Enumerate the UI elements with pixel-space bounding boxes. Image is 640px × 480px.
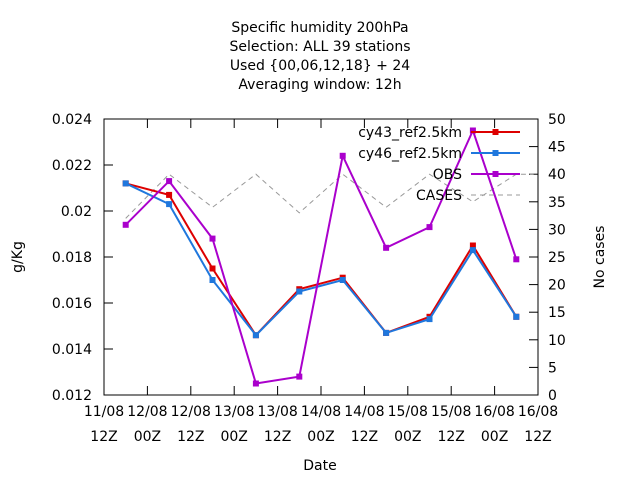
data-point <box>339 152 346 159</box>
legend-label: OBS <box>433 167 462 183</box>
chart-title-line: Used {00,06,12,18} + 24 <box>230 58 410 74</box>
y2-tick-label: 40 <box>548 167 566 183</box>
data-point <box>209 277 216 283</box>
y2-tick-label: 50 <box>548 112 566 128</box>
data-point <box>513 313 520 320</box>
plot-border <box>103 118 539 396</box>
series-CASES <box>125 173 534 219</box>
data-point <box>166 191 173 198</box>
chart-title-line: Selection: ALL 39 stations <box>229 39 410 55</box>
data-point <box>383 244 390 251</box>
y2-tick-label: 25 <box>548 250 566 266</box>
y2-tick-label: 10 <box>548 333 566 349</box>
data-point <box>469 242 476 249</box>
data-point <box>252 380 259 387</box>
y-tick-label: 0.02 <box>61 204 92 220</box>
legend-item: cy46_ref2.5km <box>358 146 520 162</box>
x-tick-label-hour: 00Z <box>481 429 508 445</box>
y2-axis: 0 5 10 15 20 25 30 35 40 45 50 <box>529 112 566 404</box>
x-tick-label-hour: 12Z <box>90 429 117 445</box>
data-point <box>513 256 520 263</box>
x-tick-label-date: 16/08 <box>518 404 558 420</box>
x-tick-label-date: 12/08 <box>127 404 167 420</box>
x-tick-label-hour: 00Z <box>394 429 421 445</box>
legend-label: cy43_ref2.5km <box>358 125 462 141</box>
y-tick-label: 0.014 <box>52 342 92 358</box>
data-point <box>122 221 129 228</box>
y-tick-label: 0.022 <box>52 158 92 174</box>
legend-marker <box>492 150 499 156</box>
x-tick-label-date: 15/08 <box>388 404 428 420</box>
x-tick-label-date: 12/08 <box>171 404 211 420</box>
data-point <box>166 178 173 185</box>
legend-label: cy46_ref2.5km <box>358 146 462 162</box>
chart-title: Specific humidity 200hPa Selection: ALL 3… <box>229 20 410 93</box>
y2-axis-label: No cases <box>592 226 608 289</box>
data-point <box>252 332 259 339</box>
legend-item: OBS <box>433 167 520 183</box>
x-tick-label-hour: 12Z <box>264 429 291 445</box>
y2-tick-label: 5 <box>548 360 557 376</box>
y-axis: 0.012 0.014 0.016 0.018 0.02 0.022 0.024 <box>52 112 113 404</box>
x-tick-label-date: 14/08 <box>344 404 384 420</box>
x-axis: 11/08 12Z 12/08 00Z 12/08 12Z 13/08 00Z 13/08 12Z… <box>84 119 558 445</box>
x-tick-label-date: 14/08 <box>301 404 341 420</box>
x-tick-label-date: 13/08 <box>257 404 297 420</box>
x-tick-label-date: 15/08 <box>431 404 471 420</box>
y-tick-label: 0.012 <box>52 388 92 404</box>
legend-item: CASES <box>416 188 520 204</box>
data-point <box>296 373 303 380</box>
data-point <box>166 201 173 208</box>
data-point <box>426 316 433 323</box>
data-point <box>296 288 303 295</box>
series-cy46_ref2.5km <box>122 180 520 339</box>
series-line <box>125 173 534 219</box>
series-group <box>122 127 534 387</box>
data-point <box>469 247 476 254</box>
y2-tick-label: 20 <box>548 278 566 294</box>
data-point <box>339 277 346 283</box>
legend-item: cy43_ref2.5km <box>358 125 520 141</box>
y-axis-label: g/Kg <box>10 241 26 273</box>
data-point <box>122 180 129 187</box>
series-line <box>124 127 518 385</box>
legend-marker <box>492 171 499 177</box>
x-axis-label: Date <box>303 458 336 474</box>
chart-title-line: Averaging window: 12h <box>238 77 401 93</box>
x-tick-label-hour: 12Z <box>524 429 551 445</box>
series-line <box>125 182 518 337</box>
x-tick-label-hour: 12Z <box>351 429 378 445</box>
series-OBS <box>122 127 520 387</box>
y2-tick-label: 15 <box>548 305 566 321</box>
data-point <box>209 235 216 242</box>
x-tick-label-hour: 12Z <box>437 429 464 445</box>
data-point <box>209 265 216 272</box>
chart-title-line: Specific humidity 200hPa <box>231 20 408 36</box>
y2-tick-label: 45 <box>548 140 566 156</box>
legend: cy43_ref2.5km cy46_ref2.5km OBS CASES <box>358 125 520 204</box>
x-tick-label-date: 16/08 <box>474 404 514 420</box>
y2-tick-label: 0 <box>548 388 557 404</box>
data-point <box>383 329 390 336</box>
x-tick-label-date: 13/08 <box>214 404 254 420</box>
y2-tick-label: 35 <box>548 195 566 211</box>
y-tick-label: 0.018 <box>52 250 92 266</box>
data-point <box>426 224 433 231</box>
y-tick-label: 0.016 <box>52 296 92 312</box>
x-tick-label-hour: 00Z <box>134 429 161 445</box>
x-tick-label-hour: 00Z <box>307 429 334 445</box>
x-tick-label-hour: 00Z <box>220 429 247 445</box>
x-tick-label-hour: 12Z <box>177 429 204 445</box>
plot-area <box>103 118 539 396</box>
x-tick-label-date: 11/08 <box>84 404 124 420</box>
legend-label: CASES <box>416 188 462 204</box>
series-line <box>125 182 518 337</box>
y2-tick-label: 30 <box>548 222 566 238</box>
series-cy43_ref2.5km <box>122 180 520 339</box>
legend-marker <box>492 129 499 135</box>
y-tick-label: 0.024 <box>52 112 92 128</box>
data-point <box>469 127 476 134</box>
